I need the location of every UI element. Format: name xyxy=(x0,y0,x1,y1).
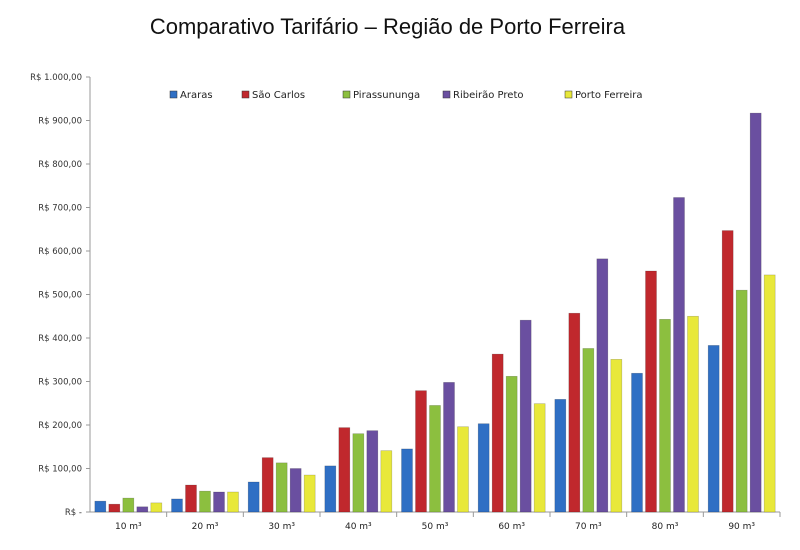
bar-s-o-carlos xyxy=(721,230,734,513)
bar-s-o-carlos xyxy=(568,312,581,513)
bar-s-o-carlos xyxy=(645,270,657,513)
bar-s-o-carlos xyxy=(338,427,351,513)
x-tick-label: 30 m³ xyxy=(268,522,295,532)
legend-swatch xyxy=(342,90,351,99)
bar-araras xyxy=(554,399,567,513)
legend-swatch xyxy=(169,90,178,99)
bar-s-o-carlos xyxy=(261,457,274,513)
legend-label: Porto Ferreira xyxy=(575,90,642,101)
y-tick-label: R$ 100,00 xyxy=(38,465,82,475)
bar-pirassununga xyxy=(199,490,211,513)
bar-ribeir-o-preto xyxy=(519,319,532,513)
bar-araras xyxy=(707,345,720,513)
legend-swatch xyxy=(442,90,451,99)
bar-araras xyxy=(247,481,260,513)
legend-swatch xyxy=(241,90,250,99)
y-tick-label: R$ 900,00 xyxy=(38,117,82,127)
bar-araras xyxy=(171,498,183,513)
x-tick-label: 90 m³ xyxy=(728,522,755,532)
bar-porto-ferreira xyxy=(687,315,699,513)
bar-ribeir-o-preto xyxy=(443,382,455,513)
bar-porto-ferreira xyxy=(380,450,393,513)
x-tick-label: 60 m³ xyxy=(498,522,525,532)
bar-s-o-carlos xyxy=(108,503,121,513)
bar-pirassununga xyxy=(122,497,135,513)
legend-label: São Carlos xyxy=(252,90,305,101)
legend-label: Araras xyxy=(180,90,213,101)
bar-porto-ferreira xyxy=(533,403,546,513)
y-tick-label: R$ 200,00 xyxy=(38,421,82,431)
y-tick-label: R$ - xyxy=(65,508,82,518)
y-tick-label: R$ 1.000,00 xyxy=(30,73,82,83)
bar-ribeir-o-preto xyxy=(673,197,685,513)
legend-swatch xyxy=(564,90,573,99)
bar-s-o-carlos xyxy=(415,390,427,513)
y-tick-label: R$ 800,00 xyxy=(38,160,82,170)
x-tick-label: 70 m³ xyxy=(575,522,602,532)
bar-araras xyxy=(401,448,413,513)
bar-pirassununga xyxy=(582,348,595,513)
y-tick-label: R$ 300,00 xyxy=(38,378,82,388)
bar-ribeir-o-preto xyxy=(366,430,379,513)
bar-pirassununga xyxy=(505,375,518,513)
y-tick-label: R$ 400,00 xyxy=(38,334,82,344)
bar-pirassununga xyxy=(275,462,288,513)
bar-ribeir-o-preto xyxy=(289,468,302,513)
bar-porto-ferreira xyxy=(457,426,469,513)
bar-pirassununga xyxy=(659,318,671,513)
bar-pirassununga xyxy=(429,405,441,513)
bar-pirassununga xyxy=(352,433,365,513)
bar-araras xyxy=(94,500,107,513)
x-tick-label: 80 m³ xyxy=(652,522,679,532)
bar-araras xyxy=(631,372,643,513)
bar-porto-ferreira xyxy=(227,491,239,513)
bar-porto-ferreira xyxy=(763,274,776,513)
bar-ribeir-o-preto xyxy=(596,258,609,513)
x-tick-label: 50 m³ xyxy=(422,522,449,532)
x-tick-label: 10 m³ xyxy=(115,522,142,532)
bar-s-o-carlos xyxy=(491,353,504,513)
bar-ribeir-o-preto xyxy=(136,506,149,513)
x-tick-label: 20 m³ xyxy=(192,522,219,532)
bar-araras xyxy=(324,465,337,513)
legend-label: Pirassununga xyxy=(353,90,420,101)
bar-pirassununga xyxy=(735,289,748,513)
bar-porto-ferreira xyxy=(150,502,163,513)
y-tick-label: R$ 500,00 xyxy=(38,291,82,301)
bar-ribeir-o-preto xyxy=(749,112,762,513)
bar-araras xyxy=(477,423,490,513)
x-tick-label: 40 m³ xyxy=(345,522,372,532)
y-tick-label: R$ 700,00 xyxy=(38,204,82,214)
bar-porto-ferreira xyxy=(610,359,623,513)
bar-porto-ferreira xyxy=(303,474,316,513)
bar-s-o-carlos xyxy=(185,484,197,513)
chart-title: Comparativo Tarifário – Região de Porto … xyxy=(149,14,626,39)
y-tick-label: R$ 600,00 xyxy=(38,247,82,257)
bar-ribeir-o-preto xyxy=(213,491,225,513)
legend-label: Ribeirão Preto xyxy=(453,90,523,101)
